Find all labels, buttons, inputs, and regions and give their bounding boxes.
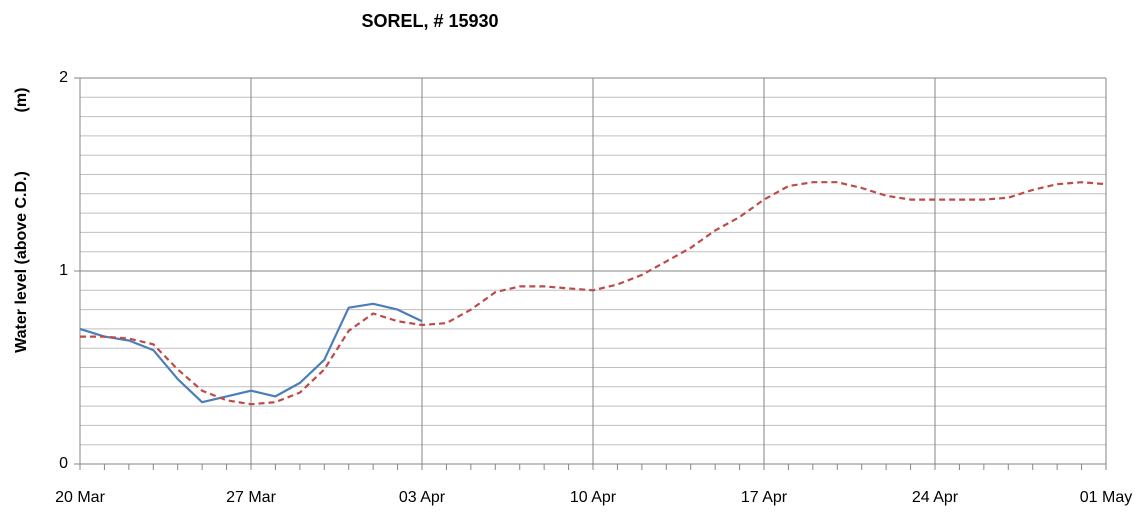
series-line xyxy=(79,302,423,404)
y-tick-label: 0 xyxy=(59,455,68,472)
x-tick-label: 20 Mar xyxy=(55,489,105,506)
x-tick-label: 10 Apr xyxy=(570,489,617,506)
y-tick-label: 1 xyxy=(59,262,68,279)
y-axis-label: Water level (above C.D.) xyxy=(13,171,30,353)
y-axis-unit: (m) xyxy=(13,88,30,113)
x-tick-label: 17 Apr xyxy=(741,489,788,506)
series-line xyxy=(80,181,1107,406)
x-tick-label: 01 May xyxy=(1080,489,1132,506)
x-tick-label: 27 Mar xyxy=(226,489,276,506)
x-tick-label: 03 Apr xyxy=(399,489,446,506)
y-tick-label: 2 xyxy=(59,69,68,86)
chart-title: SOREL, # 15930 xyxy=(361,11,498,31)
x-tick-label: 24 Apr xyxy=(912,489,959,506)
